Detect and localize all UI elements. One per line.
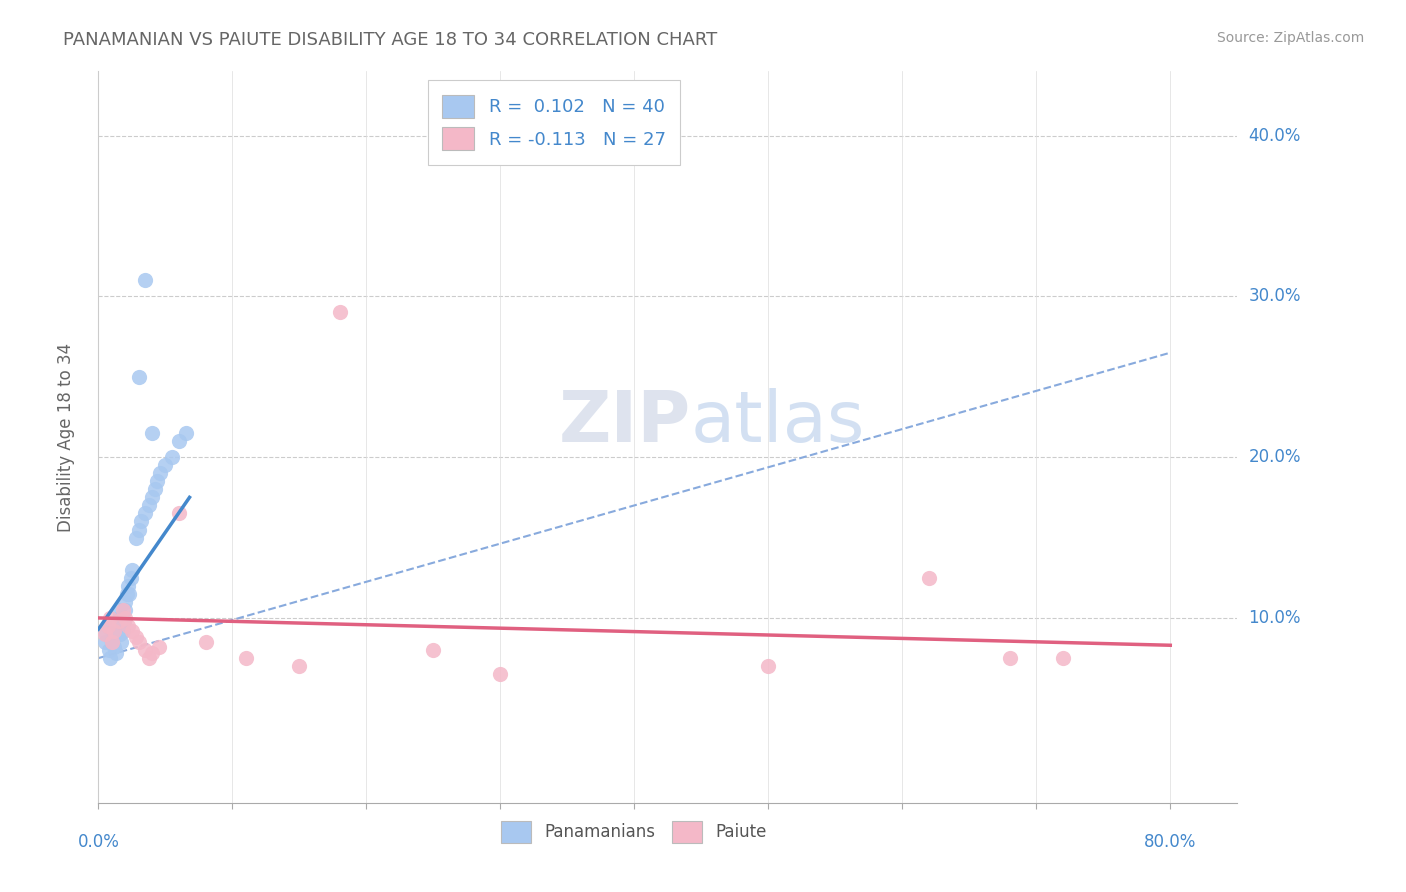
Text: 40.0%: 40.0% [1249, 127, 1301, 145]
Point [155, 458, 177, 473]
Point [138, 651, 160, 665]
Point [120, 571, 142, 585]
Point [101, 635, 124, 649]
Point [97, 619, 120, 633]
Point [100, 611, 122, 625]
Point [94, 635, 117, 649]
Point [167, 507, 190, 521]
Point [329, 305, 352, 319]
Point [121, 563, 143, 577]
Text: PANAMANIAN VS PAIUTE DISABILITY AGE 18 TO 34 CORRELATION CHART: PANAMANIAN VS PAIUTE DISABILITY AGE 18 T… [63, 31, 717, 49]
Point [141, 425, 163, 440]
Point [117, 579, 139, 593]
Point [112, 614, 135, 628]
Point [134, 507, 156, 521]
Point [160, 450, 183, 465]
Text: Source: ZipAtlas.com: Source: ZipAtlas.com [1216, 31, 1364, 45]
Point [167, 434, 190, 449]
Point [103, 624, 125, 638]
Point [97, 619, 120, 633]
Point [148, 640, 170, 654]
Point [138, 499, 160, 513]
Text: atlas: atlas [690, 388, 865, 457]
Point [918, 571, 941, 585]
Point [101, 635, 124, 649]
Point [235, 651, 257, 665]
Point [174, 425, 197, 440]
Point [103, 640, 125, 654]
Point [194, 635, 217, 649]
Point [101, 624, 124, 638]
Point [105, 619, 128, 633]
Point [125, 531, 148, 545]
Point [422, 643, 444, 657]
Point [104, 646, 127, 660]
Point [107, 614, 129, 628]
Text: 80.0%: 80.0% [1144, 833, 1197, 851]
Point [114, 595, 136, 609]
Legend: Panamanians, Paiute: Panamanians, Paiute [494, 814, 773, 849]
Point [115, 587, 138, 601]
Text: ZIP: ZIP [558, 388, 690, 457]
Text: 0.0%: 0.0% [77, 833, 120, 851]
Point [111, 624, 134, 638]
Point [96, 627, 118, 641]
Point [94, 627, 117, 641]
Point [141, 491, 163, 505]
Point [111, 603, 134, 617]
Point [107, 603, 129, 617]
Point [114, 603, 136, 617]
Point [288, 659, 311, 673]
Point [107, 611, 129, 625]
Point [108, 627, 131, 641]
Point [141, 646, 163, 660]
Point [134, 273, 156, 287]
Point [146, 475, 169, 489]
Point [114, 611, 136, 625]
Point [100, 651, 122, 665]
Point [149, 467, 172, 481]
Point [128, 369, 150, 384]
Point [128, 635, 150, 649]
Point [756, 659, 779, 673]
Point [101, 630, 124, 644]
Point [134, 643, 156, 657]
Point [1052, 651, 1074, 665]
Text: 10.0%: 10.0% [1249, 609, 1301, 627]
Point [128, 523, 150, 537]
Y-axis label: Disability Age 18 to 34: Disability Age 18 to 34 [56, 343, 75, 532]
Point [98, 643, 121, 657]
Point [998, 651, 1021, 665]
Point [110, 635, 132, 649]
Point [489, 667, 512, 681]
Point [125, 630, 148, 644]
Point [121, 624, 143, 638]
Text: 20.0%: 20.0% [1249, 448, 1301, 467]
Point [129, 515, 152, 529]
Point [117, 619, 139, 633]
Point [118, 587, 141, 601]
Text: 30.0%: 30.0% [1249, 287, 1301, 305]
Point [143, 483, 166, 497]
